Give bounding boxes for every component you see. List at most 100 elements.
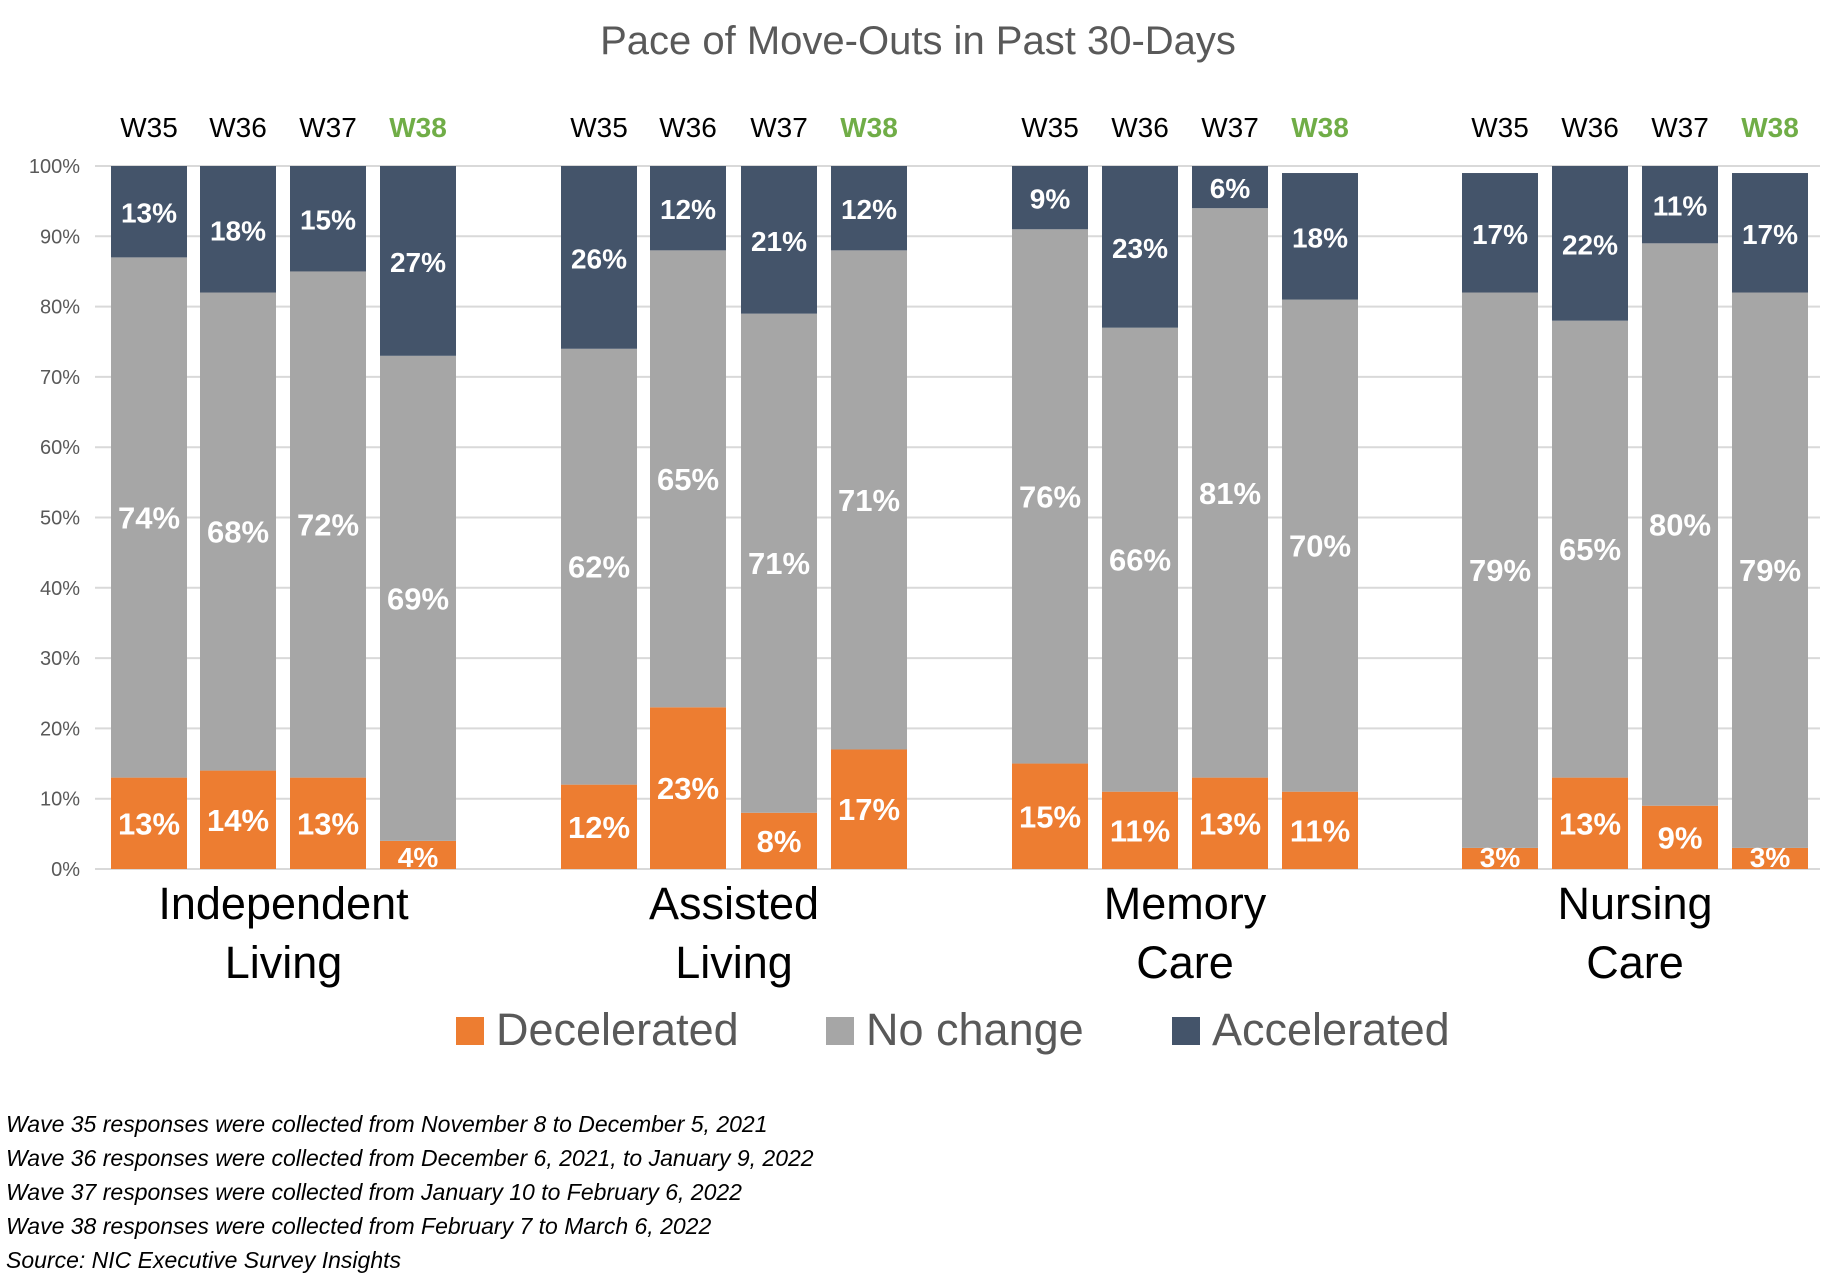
bar-segment-accelerated [290,166,366,272]
data-label: 81% [1199,476,1261,511]
data-label: 26% [571,243,627,274]
data-label: 18% [210,215,266,246]
data-label: 69% [387,581,449,616]
data-label: 79% [1739,553,1801,588]
bar-segment-no-change [111,257,187,778]
bar-segment-accelerated [650,166,726,251]
bar-segment-decelerated [831,749,907,869]
wave-header: W36 [209,112,267,143]
bar-segment-decelerated [561,784,637,869]
bar-segment-no-change [1462,292,1538,848]
y-tick-label: 50% [40,508,80,530]
bar-segment-decelerated [200,770,276,869]
bar-segment-decelerated [1102,791,1178,869]
legend-label: Accelerated [1212,1004,1450,1055]
y-tick-label: 10% [40,789,80,811]
bar-segment-decelerated [111,777,187,869]
data-label: 13% [118,806,180,841]
bar-segment-accelerated [1642,166,1718,244]
data-label: 76% [1019,479,1081,514]
bar-segment-no-change [1732,292,1808,848]
y-tick-label: 0% [51,859,80,881]
data-label: 4% [398,842,439,873]
data-label: 15% [1019,799,1081,834]
data-label: 12% [841,194,897,225]
data-label: 12% [660,194,716,225]
group-label: Living [675,937,793,988]
wave-header: W36 [659,112,717,143]
bar-segment-no-change [1012,229,1088,764]
data-label: 74% [118,501,180,536]
data-label: 70% [1289,529,1351,564]
data-label: 13% [1559,806,1621,841]
data-label: 14% [207,803,269,838]
data-label: 62% [568,550,630,585]
bar-segment-decelerated [1732,847,1808,869]
group-label: Care [1136,937,1234,988]
bar-segment-accelerated [1462,173,1538,293]
wave-header: W38 [389,112,447,143]
footnote: Wave 38 responses were collected from Fe… [6,1213,711,1239]
bar-segment-accelerated [111,166,187,258]
wave-header: W37 [750,112,808,143]
bar-segment-accelerated [200,166,276,293]
y-axis-ticks: 0% 10% 20% 30% 40% 50% 60% 70% 80% 90% 100% [29,156,80,881]
bar-segment-no-change [290,271,366,778]
bar-segment-decelerated [290,777,366,869]
legend-swatch [456,1017,484,1045]
bar-segment-accelerated [1552,166,1628,321]
footnote: Source: NIC Executive Survey Insights [6,1247,401,1273]
y-tick-label: 70% [40,367,80,389]
data-label: 11% [1653,191,1708,222]
wave-header: W35 [1471,112,1529,143]
wave-header: W35 [1021,112,1079,143]
bar-segment-no-change [1642,243,1718,806]
group-label: Care [1586,937,1684,988]
bar-segment-decelerated [1462,847,1538,869]
wave-header: W38 [1741,112,1799,143]
bar-segment-accelerated [1282,173,1358,300]
bar-segment-decelerated [1192,777,1268,869]
data-label: 22% [1562,229,1618,260]
y-tick-label: 90% [40,226,80,248]
segment-labels: 13% 74% 13% 14% 68% 18% 13% 72% 15% 4% 69% 27% 12% 62… [118,173,1801,873]
data-label: 3% [1480,842,1521,873]
bar-segment-no-change [650,250,726,708]
bar-segment-no-change [1192,208,1268,778]
wave-header: W37 [299,112,357,143]
wave-header: W38 [840,112,898,143]
wave-header: W37 [1201,112,1259,143]
y-tick-label: 80% [40,297,80,319]
data-label: 12% [568,810,630,845]
wave-headers: W35 W36 W37 W38 W35 W36 W37 W38 W35 W36 W37 W38 W35 W… [120,112,1799,143]
bar-segment-no-change [561,348,637,785]
y-tick-label: 20% [40,718,80,740]
bar-segment-decelerated [741,812,817,869]
footnote: Wave 37 responses were collected from Ja… [6,1179,742,1205]
data-label: 21% [751,226,807,257]
group-labels: Independent Living Assisted Living Memory Car… [158,878,1712,988]
wave-header: W38 [1291,112,1349,143]
wave-header: W35 [120,112,178,143]
data-label: 6% [1210,173,1251,204]
chart-title: Pace of Move-Outs in Past 30-Days [600,19,1236,63]
bar-segment-no-change [1282,299,1358,792]
y-tick-label: 100% [29,156,80,178]
data-label: 65% [657,462,719,497]
bar-segment-accelerated [1012,166,1088,230]
bar-segment-decelerated [1642,805,1718,869]
bar-segment-accelerated [1192,166,1268,209]
data-label: 13% [297,806,359,841]
data-label: 23% [1112,233,1168,264]
data-label: 72% [297,508,359,543]
bar-segment-accelerated [1102,166,1178,328]
bar-segment-accelerated [1732,173,1808,293]
bar-segment-no-change [200,292,276,771]
data-label: 17% [1472,219,1528,250]
bar-segment-decelerated [380,840,456,869]
data-label: 8% [757,824,802,859]
data-label: 23% [657,771,719,806]
y-tick-label: 60% [40,437,80,459]
bar-segment-decelerated [1012,763,1088,869]
